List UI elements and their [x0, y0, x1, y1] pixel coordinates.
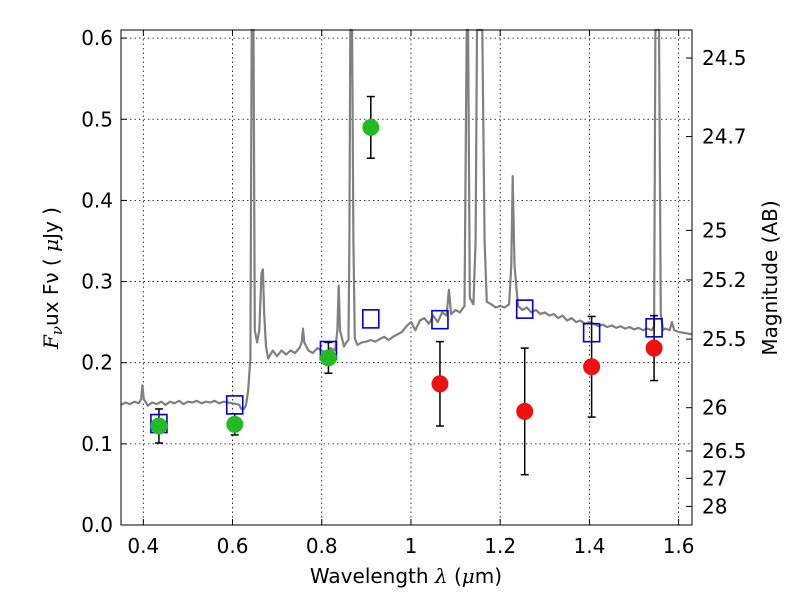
y-tick-label: 0.1: [81, 432, 113, 456]
data-markers: [150, 118, 663, 435]
y-tick-label: 0.2: [81, 351, 113, 375]
y2-tick-label: 25.2: [702, 268, 747, 292]
measurement-point: [583, 358, 601, 376]
model-square-marker: [362, 309, 380, 329]
model-square-marker: [582, 322, 601, 343]
measurement-point: [362, 118, 380, 136]
y-tick-label: 0.4: [81, 188, 113, 212]
model-square-marker: [645, 318, 663, 338]
model-square-marker: [225, 395, 244, 415]
spectrum-series: [120, 28, 693, 411]
model-square-marker: [515, 299, 534, 319]
y2-tick-label: 28: [702, 494, 727, 518]
x-tick-label: 0.6: [217, 534, 249, 558]
y2-tick-label: 24.5: [702, 46, 747, 70]
spectrum-line: [120, 28, 693, 411]
grid-lines: [121, 30, 692, 526]
y2-tick-label: 26.5: [702, 439, 747, 463]
y-tick-label: 0.5: [81, 107, 113, 131]
x-tick-label: 0.4: [127, 534, 159, 558]
axis-ticks: [121, 30, 692, 526]
y2-tick-label: 27: [702, 466, 727, 490]
y-axis-label: Fνux Fν ( μJy ): [39, 207, 66, 350]
measurement-point: [150, 417, 168, 435]
measurement-point: [431, 375, 449, 393]
y2-axis-label: Magnitude (AB): [758, 200, 782, 355]
y-tick-label: 0.3: [81, 270, 113, 294]
x-tick-label: 1.4: [573, 534, 605, 558]
y2-tick-label: 24.7: [702, 125, 747, 149]
measurement-point: [516, 402, 534, 420]
x-tick-label: 1.2: [484, 534, 516, 558]
x-tick-label: 0.8: [306, 534, 338, 558]
measurement-point: [226, 415, 244, 433]
x-tick-label: 1.6: [663, 534, 695, 558]
y-tick-label: 0.6: [81, 26, 113, 50]
model-square-marker: [431, 309, 449, 330]
measurement-point: [645, 339, 663, 357]
y2-tick-label: 26: [702, 396, 727, 420]
y2-tick-label: 25.5: [702, 327, 747, 351]
y2-tick-label: 25: [702, 218, 727, 242]
plot-frame: [120, 29, 693, 526]
tick-labels: 0.4 0.6 0.8 1 1.2 1.4 1.6 0.0 0.1 0.2 0.3 0.4 0.5 0.6…: [81, 26, 746, 558]
x-tick-label: 1: [405, 534, 418, 558]
measurement-point: [319, 349, 337, 367]
x-axis-label: Wavelength λ (μm): [310, 564, 502, 588]
y-tick-label: 0.0: [81, 513, 113, 537]
